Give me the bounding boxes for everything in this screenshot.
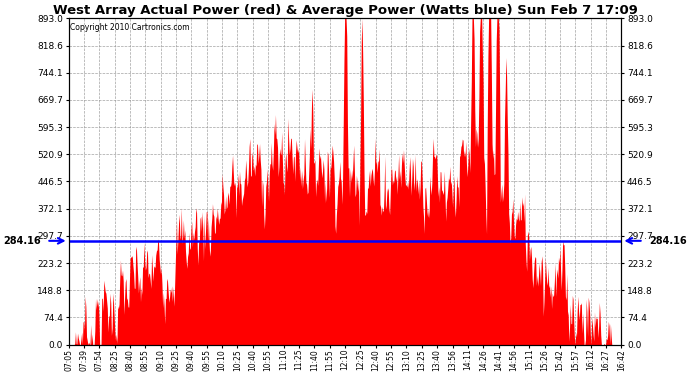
Title: West Array Actual Power (red) & Average Power (Watts blue) Sun Feb 7 17:09: West Array Actual Power (red) & Average …: [52, 4, 638, 17]
Text: 284.16: 284.16: [3, 236, 41, 246]
Text: Copyright 2010 Cartronics.com: Copyright 2010 Cartronics.com: [70, 23, 189, 32]
Text: 284.16: 284.16: [649, 236, 687, 246]
